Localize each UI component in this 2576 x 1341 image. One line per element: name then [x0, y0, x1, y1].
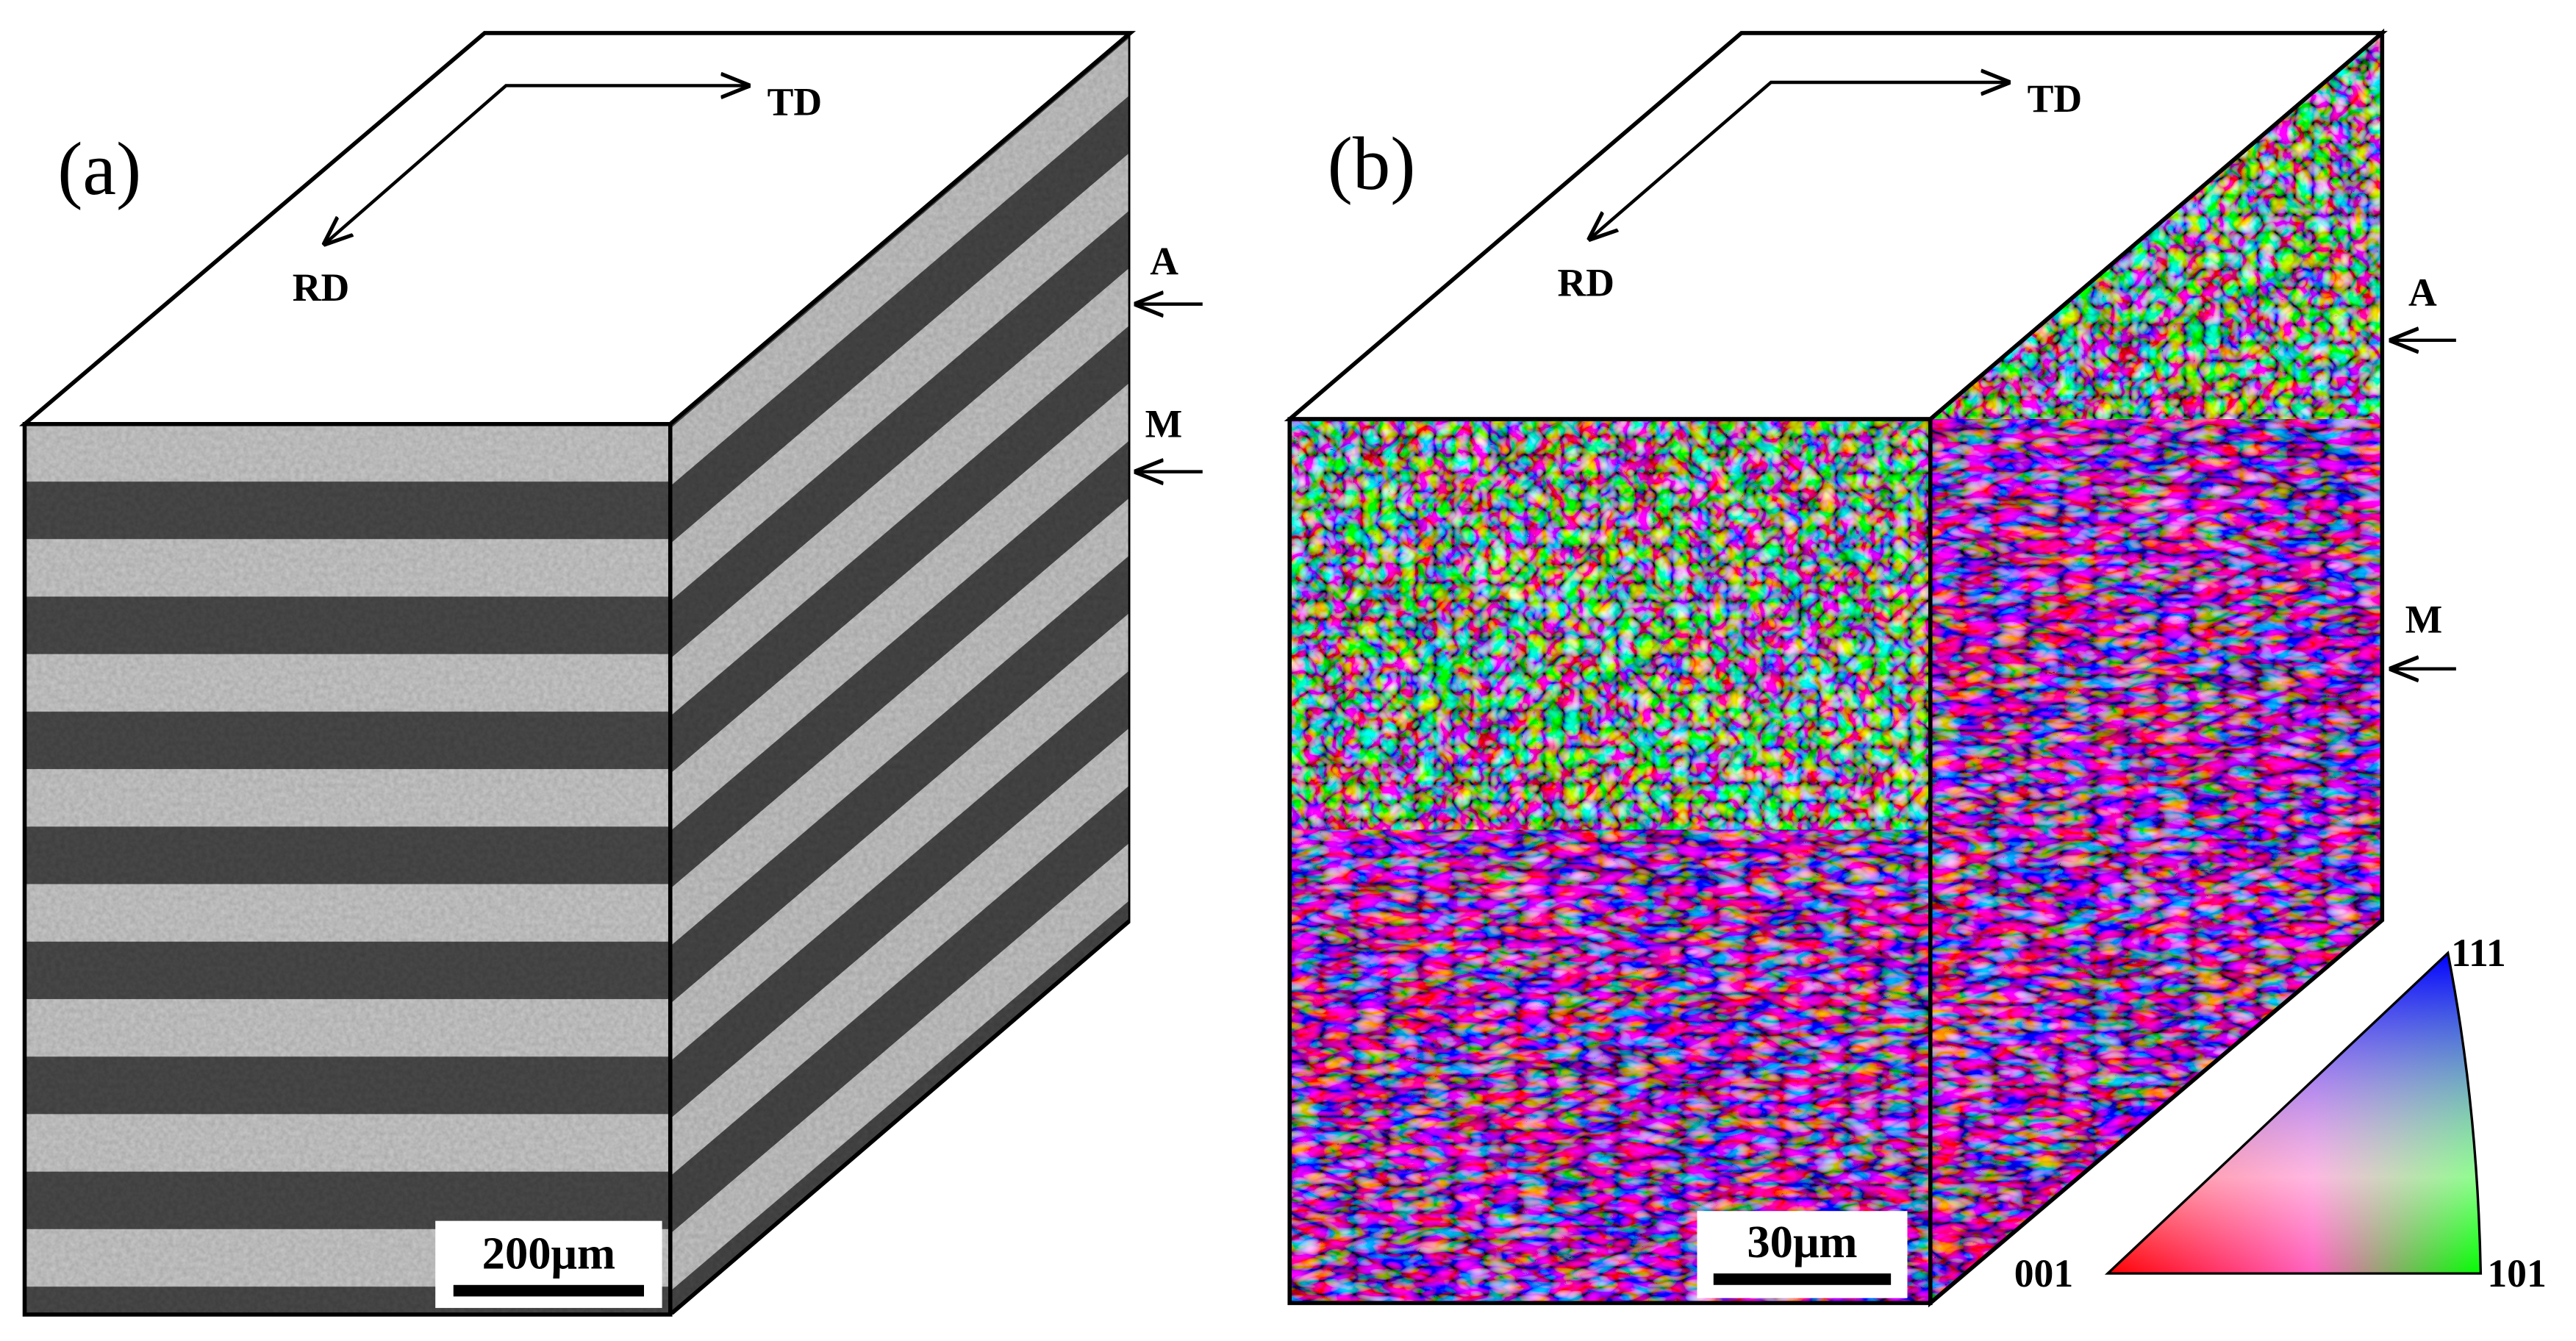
- scale-bar-label: 200μm: [482, 1227, 615, 1279]
- td-label: TD: [2028, 76, 2083, 121]
- marker-label: A: [1150, 239, 1178, 283]
- cube-side-border: [1928, 28, 2385, 1308]
- marker-label: A: [2408, 271, 2437, 315]
- marker-label: M: [1145, 402, 1183, 446]
- scale-bar-label: 30μm: [1747, 1216, 1857, 1267]
- cube-side: [668, 28, 1133, 1320]
- ipf-label: 111: [2451, 931, 2506, 975]
- ipf-label: 101: [2487, 1251, 2546, 1295]
- ipf-legend: 111 001 101: [2014, 931, 2547, 1295]
- ipf-triangle: [2104, 951, 2483, 1275]
- scale-bar: [1713, 1273, 1892, 1285]
- axis-arrows: [325, 85, 747, 243]
- cube-front: [24, 423, 670, 1315]
- panel-b: (b) TD RD A M 30μm: [1284, 28, 2456, 1308]
- rd-label: RD: [293, 265, 349, 310]
- td-label: TD: [768, 80, 823, 124]
- marker-label: M: [2405, 598, 2443, 642]
- ebsd-front: [1289, 419, 1931, 1304]
- panel-label: (b): [1328, 122, 1416, 206]
- ipf-label: 001: [2014, 1251, 2073, 1295]
- ebsd-upper: [1289, 419, 1931, 830]
- panel-a: (a) TD RD A M 200μm: [18, 28, 1203, 1320]
- rd-label: RD: [1557, 260, 1614, 304]
- scale-bar: [453, 1284, 644, 1297]
- panel-label: (a): [57, 127, 141, 211]
- axis-arrows: [1590, 82, 2008, 238]
